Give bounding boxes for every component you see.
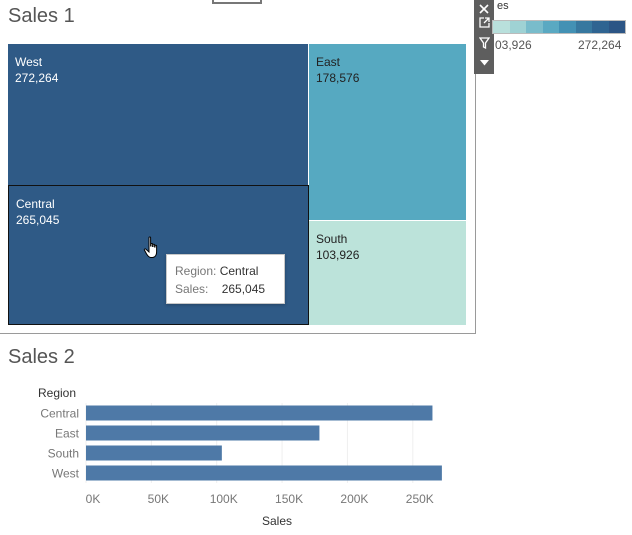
- y-category-label: East: [55, 427, 80, 441]
- x-tick-label: 100K: [210, 492, 238, 506]
- x-tick-label: 250K: [406, 492, 434, 506]
- tooltip-sales-key: Sales:: [175, 282, 209, 296]
- cell-value-label: 178,576: [316, 71, 360, 85]
- cell-value-label: 272,264: [15, 71, 59, 85]
- cell-region-label: Central: [16, 197, 55, 211]
- x-tick-label: 150K: [275, 492, 303, 506]
- drag-handle[interactable]: [212, 0, 262, 4]
- sales1-title: Sales 1: [8, 5, 75, 27]
- legend-max-label: 272,264: [578, 38, 622, 52]
- treemap-cell-west[interactable]: West 272,264: [8, 44, 308, 185]
- y-axis-labels: Central East South West: [40, 407, 79, 481]
- y-category-label: Central: [40, 407, 79, 421]
- treemap-cell-east[interactable]: East 178,576: [309, 44, 466, 220]
- x-axis-ticks: 0K 50K 100K 150K 200K 250K: [86, 492, 434, 506]
- bar-central[interactable]: [86, 405, 433, 421]
- bar-east[interactable]: [86, 425, 320, 441]
- x-tick-label: 50K: [148, 492, 169, 506]
- legend-min-label: 03,926: [495, 38, 532, 52]
- bar-south[interactable]: [86, 445, 222, 461]
- cell-region-label: East: [316, 55, 341, 69]
- cell-value-label: 265,045: [16, 213, 60, 227]
- bar-west[interactable]: [86, 465, 442, 481]
- treemap-cell-south[interactable]: South 103,926: [309, 221, 466, 325]
- tooltip-region-key: Region:: [175, 264, 217, 278]
- hand-cursor-icon: [143, 236, 158, 258]
- sales2-title: Sales 2: [8, 346, 75, 368]
- worksheet-toolbar: [474, 0, 494, 74]
- tooltip: Region: Central Sales: 265,045: [166, 254, 285, 304]
- color-legend-bar[interactable]: [492, 20, 626, 34]
- close-icon[interactable]: [474, 0, 494, 18]
- popout-icon[interactable]: [474, 13, 494, 31]
- sales2-bar-chart: Region Central East South West 0K 50K 100K 150…: [38, 386, 442, 528]
- x-tick-label: 0K: [86, 492, 101, 506]
- y-category-label: South: [48, 447, 79, 461]
- dropdown-icon[interactable]: [474, 54, 494, 72]
- y-category-label: West: [52, 467, 80, 481]
- x-tick-label: 200K: [340, 492, 368, 506]
- sales1-worksheet: Sales 1 West 272,264 Central 265,045 Eas…: [0, 0, 476, 334]
- cell-region-label: West: [15, 55, 43, 69]
- bars: [86, 405, 442, 481]
- x-axis-title: Sales: [262, 514, 292, 528]
- cell-region-label: South: [316, 232, 348, 246]
- tooltip-region-value: Central: [219, 264, 259, 278]
- row-header-label: Region: [38, 386, 76, 400]
- filter-icon[interactable]: [474, 34, 494, 52]
- cell-value-label: 103,926: [316, 248, 360, 262]
- tooltip-sales-value: 265,045: [221, 282, 266, 296]
- legend-title: es: [497, 0, 509, 12]
